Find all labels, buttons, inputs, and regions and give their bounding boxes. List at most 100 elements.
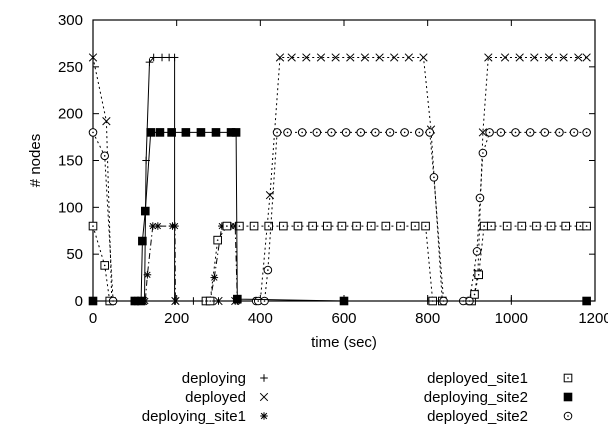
data-point	[352, 221, 361, 231]
data-point	[210, 273, 219, 282]
data-point	[293, 221, 303, 231]
legend-label: deploying_site1	[142, 408, 246, 425]
data-point	[381, 221, 391, 231]
series-deploying-site2	[88, 128, 591, 306]
data-point	[170, 53, 179, 62]
data-point	[337, 221, 347, 231]
data-point	[540, 128, 550, 137]
data-point	[339, 296, 349, 306]
data-point	[316, 53, 326, 62]
data-point	[544, 53, 554, 62]
data-point	[582, 128, 591, 137]
series-deployed-site1	[88, 221, 591, 306]
data-point	[102, 117, 111, 126]
data-point	[356, 128, 366, 137]
data-point	[486, 221, 496, 231]
data-point	[275, 53, 285, 62]
data-point	[88, 296, 98, 306]
data-point	[404, 53, 413, 62]
series-deployed	[88, 53, 591, 306]
data-point	[136, 296, 146, 306]
data-point	[88, 128, 98, 137]
data-point	[146, 128, 156, 137]
data-point	[500, 53, 510, 62]
y-tick-label: 200	[58, 106, 83, 123]
series-line	[93, 225, 587, 302]
data-point	[100, 261, 110, 270]
data-point	[158, 53, 166, 62]
data-point	[231, 128, 241, 137]
axes: 0 200 400 600 800 1000 1200 0 50 100 150 200 250 300	[58, 12, 608, 327]
data-point	[145, 58, 154, 66]
x-tick-label: 600	[331, 310, 356, 327]
data-point	[331, 53, 340, 62]
y-tick-label: 100	[58, 199, 83, 216]
series-deployed-site2	[88, 128, 591, 306]
data-point	[205, 296, 215, 306]
series-layer	[88, 53, 591, 306]
x-tick-label: 1200	[578, 310, 608, 327]
data-point	[582, 296, 591, 306]
data-point	[390, 53, 399, 62]
data-point	[264, 221, 273, 231]
data-point	[283, 128, 292, 137]
data-point	[478, 128, 488, 137]
data-point	[272, 128, 282, 137]
data-point	[502, 221, 512, 231]
data-point	[88, 53, 98, 62]
data-point	[312, 128, 322, 137]
data-point	[88, 221, 98, 231]
y-tick-label: 300	[58, 12, 83, 29]
series-line	[92, 131, 587, 302]
data-point	[470, 290, 479, 299]
data-point	[475, 193, 485, 203]
data-point	[149, 222, 157, 230]
data-point	[167, 128, 176, 137]
data-point	[140, 206, 150, 216]
legend-entry: deployed	[185, 389, 269, 406]
legend-marker	[260, 412, 268, 420]
data-point	[415, 128, 424, 137]
data-point	[233, 294, 242, 304]
legend-label: deployed	[185, 389, 246, 406]
y-tick-label: 250	[58, 59, 83, 76]
data-point	[235, 221, 244, 231]
legend-marker	[259, 392, 269, 402]
series-line	[92, 225, 587, 302]
series-line	[92, 57, 587, 302]
data-point	[263, 265, 273, 275]
data-point	[425, 128, 435, 137]
data-point	[327, 128, 336, 137]
legend-entry: deployed_site1	[427, 370, 573, 387]
data-point	[582, 221, 591, 231]
legend-entry: deployed_site2	[427, 408, 573, 425]
data-point	[366, 221, 376, 231]
x-tick-label: 0	[89, 310, 97, 327]
data-point	[574, 53, 583, 62]
legend: deploying deployed deploying_site1 deployed…	[142, 370, 573, 425]
data-point	[517, 221, 527, 231]
data-point	[511, 128, 520, 137]
data-point	[400, 128, 409, 137]
data-point	[546, 221, 556, 231]
data-point	[181, 128, 191, 137]
data-point	[143, 270, 152, 279]
data-point	[100, 151, 110, 161]
data-point	[297, 128, 307, 137]
data-point	[429, 173, 439, 182]
data-point	[515, 53, 524, 62]
data-point	[479, 221, 489, 231]
y-tick-label: 50	[66, 246, 83, 263]
data-point	[396, 221, 405, 231]
series-deploying	[89, 53, 591, 305]
legend-label: deployed_site2	[427, 408, 528, 425]
legend-label: deploying	[182, 370, 246, 387]
y-axis-label: # nodes	[27, 134, 44, 187]
data-point	[478, 148, 488, 158]
legend-label: deployed_site1	[427, 370, 528, 387]
data-point	[341, 128, 351, 137]
legend-marker	[260, 374, 268, 382]
data-point	[171, 222, 179, 230]
x-tick-label: 800	[415, 310, 440, 327]
